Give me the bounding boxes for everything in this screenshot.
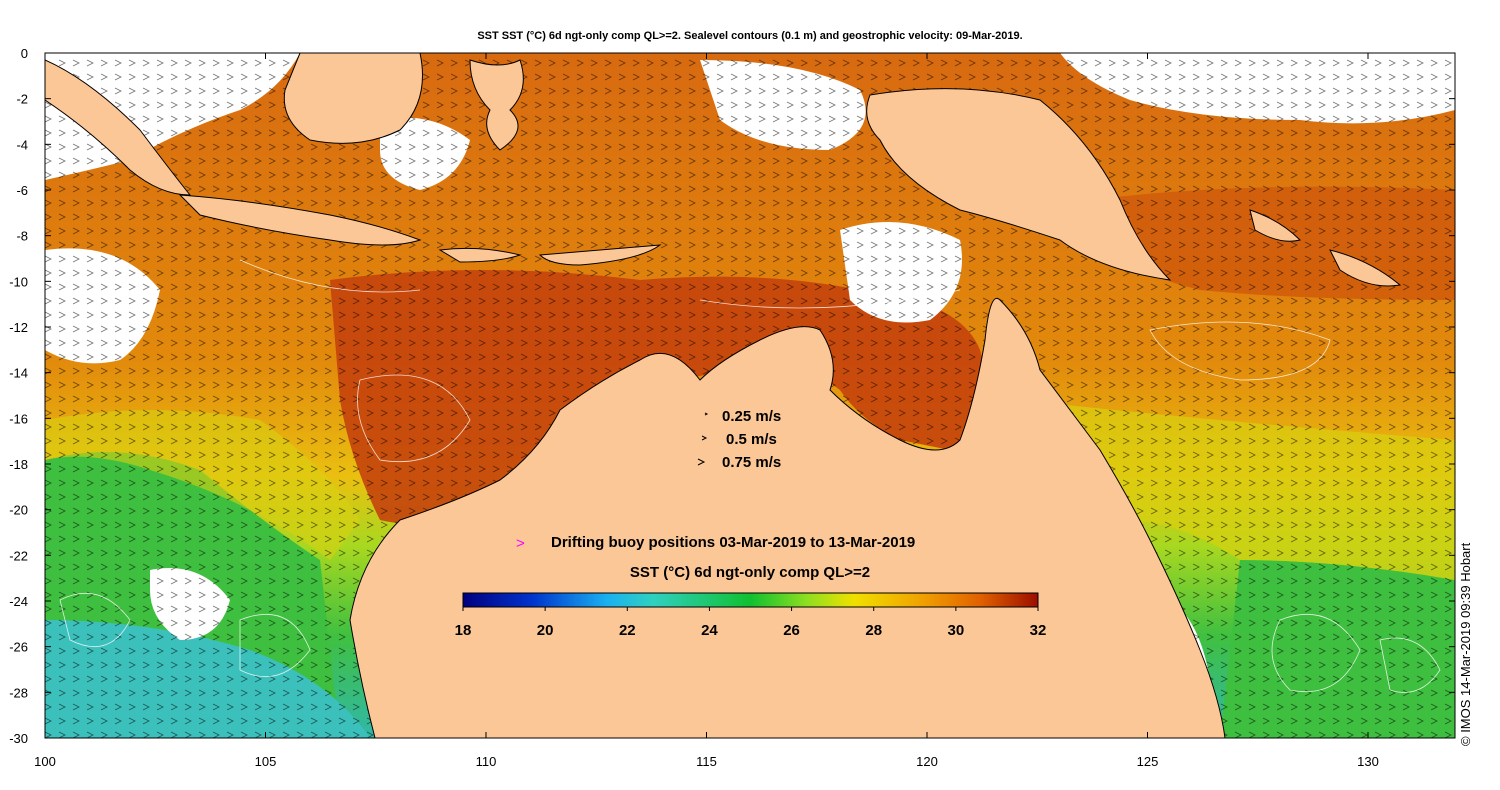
x-tick-label: 130 [1357,754,1379,769]
buoy-legend-text: Drifting buoy positions 03-Mar-2019 to 1… [551,534,915,551]
y-tick-label: -12 [9,320,28,335]
y-tick-label: -18 [9,457,28,472]
x-tick-label: 120 [916,754,938,769]
buoy-marker-icon: > [516,535,525,552]
colorbar-tick-label: 18 [455,622,472,639]
y-axis: 0 -2 -4 -6 -8 -10 -12 -14 -16 -18 -20 -22 -24 -26 -28 -… [9,46,1455,746]
land-java [178,194,422,246]
y-tick-label: -14 [9,366,28,381]
y-tick-label: -24 [9,594,28,609]
colorbar-tick-label: 24 [701,622,718,639]
x-tick-label: 125 [1137,754,1159,769]
colorbar [462,592,1039,608]
y-tick-label: -16 [9,411,28,426]
y-tick-label: -30 [9,731,28,746]
land-lesser-sunda [438,244,662,266]
y-tick-label: -26 [9,640,28,655]
colorbar-label: SST (°C) 6d ngt-only comp QL>=2 [630,564,870,581]
land-sumatra [45,59,192,196]
y-tick-label: -20 [9,503,28,518]
map-plot-area [45,53,1455,738]
colorbar-tick-label: 32 [1030,622,1047,639]
velocity-legend-label-2: 0.5 m/s [726,431,777,448]
y-tick-label: -22 [9,548,28,563]
y-tick-label: -4 [16,137,28,152]
imos-credit: © IMOS 14-Mar-2019 09:39 Hobart [1458,542,1473,746]
colorbar-ticks: 18 20 22 24 26 28 30 32 [455,607,1047,639]
colorbar-tick-label: 20 [537,622,554,639]
colorbar-tick-label: 28 [865,622,882,639]
x-tick-label: 105 [255,754,277,769]
velocity-legend-label-3: 0.75 m/s [722,454,781,471]
land-sulawesi [469,59,524,151]
x-tick-label: 100 [34,754,56,769]
land-masses [45,53,1402,738]
velocity-legend-arrows [697,412,709,466]
colorbar-tick-label: 22 [619,622,636,639]
land-new-guinea [866,88,1172,281]
sea-level-contours [59,259,1441,693]
x-axis: 100105110115120125130135140145150155160 [34,53,1379,769]
velocity-legend-label-1: 0.25 m/s [722,408,781,425]
y-tick-label: -28 [9,685,28,700]
map-title: SST SST (°C) 6d ngt-only comp QL>=2. Sea… [477,30,1023,42]
y-tick-label: 0 [21,46,28,61]
y-tick-label: -6 [16,183,28,198]
land-australia [349,297,1226,738]
x-tick-label: 110 [476,754,497,769]
x-tick-label: 115 [696,754,717,769]
y-tick-label: -10 [9,274,28,289]
colorbar-tick-label: 26 [783,622,800,639]
land-solomon-islands [1249,209,1402,287]
plot-frame [44,52,1456,739]
land-borneo [283,53,423,144]
y-tick-label: -8 [16,229,28,244]
y-tick-label: -2 [16,92,28,107]
colorbar-tick-label: 30 [948,622,965,639]
